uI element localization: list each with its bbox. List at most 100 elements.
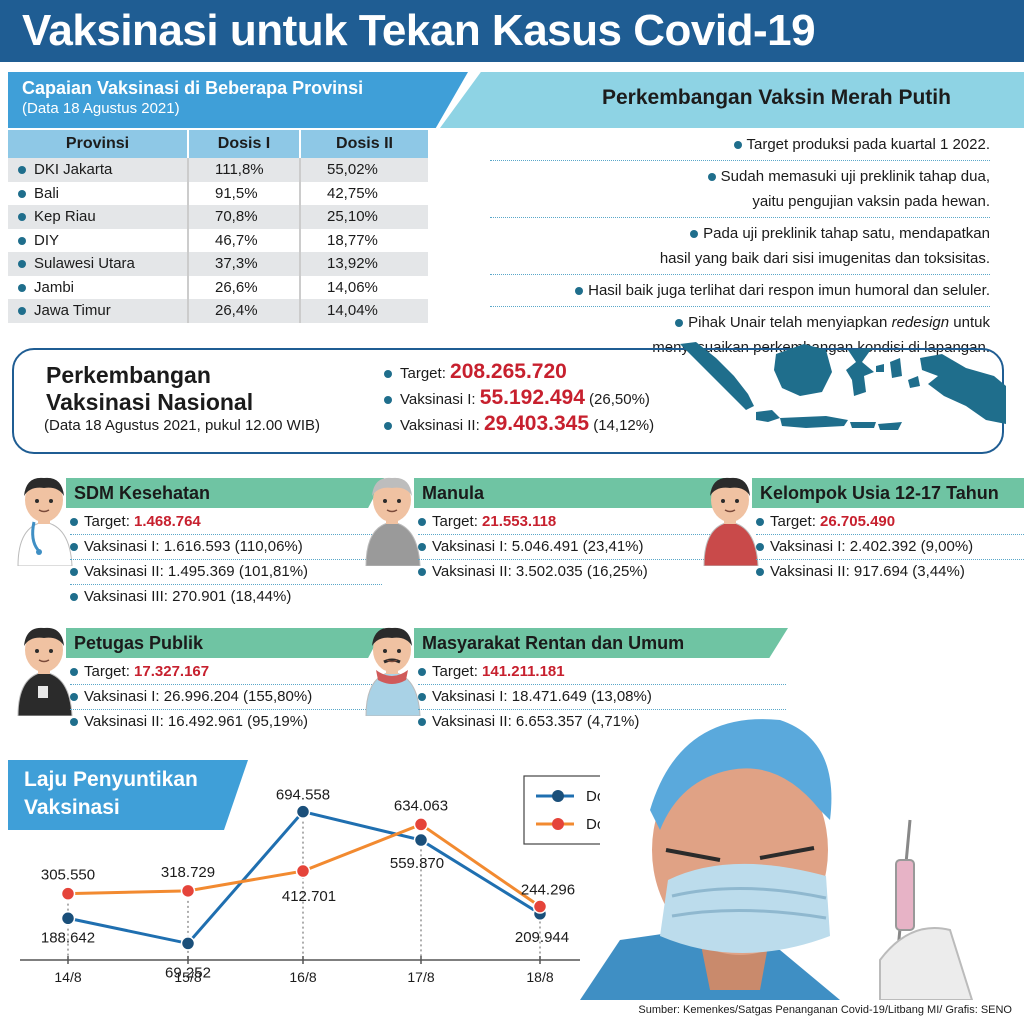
header-provinsi: Provinsi — [8, 130, 188, 158]
data-point-2 — [532, 899, 548, 914]
nasional-v1-label: Vaksinasi I: — [400, 391, 476, 408]
nasional-target-value: 208.265.720 — [450, 360, 567, 383]
group-stat-line: Vaksinasi I: 26.996.204 (155,80%) — [70, 685, 382, 710]
dosis-1-cell: 26,4% — [187, 299, 300, 323]
dosis-2-cell: 42,75% — [299, 181, 428, 205]
group-target-value: 17.327.167 — [134, 663, 210, 680]
group-stat-text: Vaksinasi II: 1.495.369 (101,81%) — [84, 563, 309, 580]
bullet-icon — [756, 543, 764, 552]
dosis-1-cell: 26,6% — [187, 275, 300, 299]
bullet-icon — [70, 693, 78, 702]
data-point-1 — [180, 936, 196, 951]
group-target-label: Target: — [432, 663, 478, 680]
group-title: Petugas Publik — [74, 633, 204, 653]
bullet-icon — [707, 173, 716, 182]
data-point-2 — [180, 883, 196, 899]
bullet-icon — [384, 422, 392, 431]
merah-putih-item: Hasil baik juga terlihat dari respon imu… — [490, 278, 990, 307]
bullet-icon — [418, 668, 426, 677]
legend-marker-1 — [552, 790, 564, 802]
group-target-label: Target: — [432, 513, 478, 530]
bullet-icon — [418, 518, 426, 527]
dosis-2-cell: 55,02% — [299, 158, 428, 182]
group-stat-text: Vaksinasi III: 270.901 (18,44%) — [84, 588, 292, 605]
bullet-icon — [18, 283, 26, 292]
elderly-icon — [365, 477, 421, 566]
group-target-label: Target: — [84, 663, 130, 680]
group-stat-line: Vaksinasi III: 270.901 (18,44%) — [70, 585, 382, 610]
dosis-2-cell: 14,06% — [299, 275, 428, 299]
laju-header-bg — [8, 760, 248, 830]
bullet-icon — [756, 568, 764, 577]
province-name: Kep Riau — [34, 208, 96, 226]
nasional-vaksinasi-1: Vaksinasi I: 55.192.494 (26,50%) — [384, 386, 650, 410]
group-target-line: Target: 21.553.118 — [418, 510, 730, 535]
bullet-icon — [70, 668, 78, 677]
group-stat-text: Vaksinasi II: 6.653.357 (4,71%) — [432, 713, 640, 730]
bullet-icon — [384, 370, 392, 379]
bullet-icon — [18, 166, 26, 175]
group-stat-line: Vaksinasi I: 2.402.392 (9,00%) — [756, 535, 1024, 560]
legend-marker-2 — [552, 818, 564, 830]
bullet-icon — [756, 518, 764, 527]
dosis-1-cell: 37,3% — [187, 252, 300, 276]
merah-putih-line: Target produksi pada kuartal 1 2022. — [490, 132, 990, 157]
province-section-title: Capaian Vaksinasi di Beberapa Provinsi — [22, 78, 364, 98]
teenager-icon — [703, 477, 759, 566]
province-name: Bali — [34, 184, 60, 202]
nasional-v2-value: 29.403.345 — [483, 412, 590, 435]
province-name: Sulawesi Utara — [34, 255, 135, 273]
laju-chart: 14/8 15/8 16/8 17/8 18/8 188.642 69.252 694.558… — [20, 775, 600, 985]
group-stat-text: Vaksinasi I: 1.616.593 (110,06%) — [84, 538, 303, 555]
province-name-cell: Sulawesi Utara — [8, 252, 188, 276]
x-tick-label: 17/8 — [407, 969, 434, 985]
bullet-icon — [418, 693, 426, 702]
data-label: 412.701 — [282, 888, 336, 905]
data-point-1 — [413, 832, 429, 848]
province-name-cell: Jambi — [8, 275, 188, 299]
group-stat-line: Vaksinasi II: 6.653.357 (4,71%) — [418, 710, 786, 735]
merah-putih-line: Pihak Unair telah menyiapkan redesign un… — [490, 310, 990, 335]
x-tick-label: 18/8 — [526, 969, 553, 985]
merah-putih-line: yaitu pengujian vaksin pada hewan. — [752, 193, 990, 210]
group-title: Masyarakat Rentan dan Umum — [422, 633, 685, 653]
nasional-title-line2: Vaksinasi Nasional — [46, 389, 254, 415]
bullet-icon — [70, 568, 78, 577]
bullet-icon — [575, 287, 584, 296]
chart-title-line1: Laju Penyuntikan — [24, 768, 198, 791]
indonesia-map-icon — [680, 342, 1006, 430]
province-name: DKI Jakarta — [34, 161, 113, 179]
bullet-icon — [18, 236, 26, 245]
dosis-1-cell: 70,8% — [187, 205, 300, 229]
data-point-1 — [295, 804, 311, 819]
bullet-icon — [18, 189, 26, 198]
dosis-1-cell: 91,5% — [187, 181, 300, 205]
legend-label-2: Dosis II — [586, 816, 600, 833]
group-stat-line: Vaksinasi II: 16.492.961 (95,19%) — [70, 710, 382, 735]
merah-putih-line: Sudah memasuki uji preklinik tahap dua, — [490, 164, 990, 189]
dosis-1-cell: 111,8% — [187, 158, 300, 182]
group-header-bg — [66, 628, 384, 658]
nasional-v1-value: 55.192.494 — [479, 386, 585, 409]
group-stats: Target: 1.468.764 Vaksinasi I: 1.616.593 … — [70, 510, 382, 610]
province-name-cell: Bali — [8, 181, 188, 205]
nasional-title-line1: Perkembangan — [46, 362, 211, 388]
merah-putih-line: Hasil baik juga terlihat dari respon imu… — [490, 278, 990, 303]
public-officer-icon — [17, 627, 73, 716]
citizen-icon — [365, 627, 421, 716]
data-label: 305.550 — [41, 867, 95, 884]
group-target-label: Target: — [770, 513, 816, 530]
bullet-icon — [70, 593, 78, 602]
data-point-2 — [60, 886, 76, 901]
bullet-icon — [18, 213, 26, 222]
nasional-target: Target: 208.265.720 — [384, 360, 567, 384]
group-header-bg — [66, 478, 384, 508]
bullet-icon — [418, 568, 426, 577]
bullet-icon — [418, 718, 426, 727]
group-stat-text: Vaksinasi I: 18.471.649 (13,08%) — [432, 688, 652, 705]
data-label: 244.296 — [521, 882, 575, 899]
data-label: 634.063 — [394, 797, 448, 814]
group-stat-line: Vaksinasi II: 917.694 (3,44%) — [756, 560, 1024, 585]
province-name-cell: DKI Jakarta — [8, 158, 188, 182]
province-name: Jawa Timur — [34, 302, 111, 320]
